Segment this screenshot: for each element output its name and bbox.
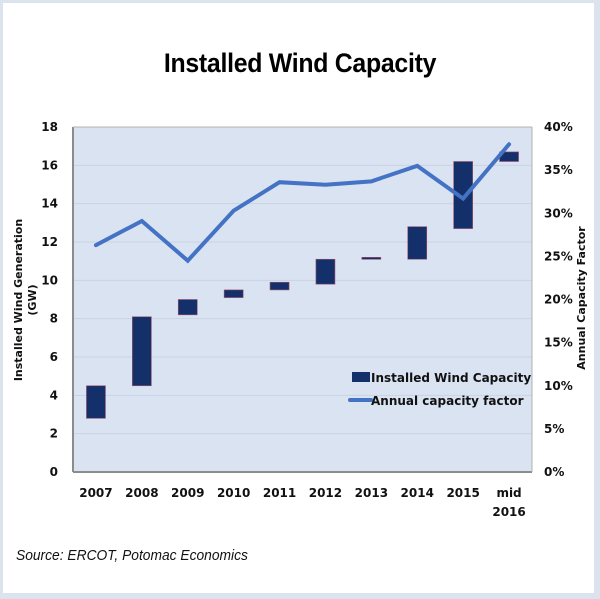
bar-2012 <box>315 258 336 285</box>
x-axis-ticks: 2007 2008 2009 2010 2011 2012 2013 2014 2015 mid 2… <box>79 486 526 519</box>
left-tick-label: 2 <box>50 427 58 441</box>
legend: Installed Wind Capacity Annual capacity … <box>348 371 531 408</box>
left-axis-title-line1: Installed Wind Generation <box>12 219 25 381</box>
right-tick-label: 15% <box>544 336 573 350</box>
left-tick-label: 8 <box>50 312 58 326</box>
x-tick-label: 2015 <box>446 486 479 500</box>
x-tick-label: mid <box>496 486 521 500</box>
right-tick-label: 5% <box>544 422 564 436</box>
legend-label-bar: Installed Wind Capacity <box>371 371 531 385</box>
left-tick-label: 4 <box>50 388 58 402</box>
right-tick-label: 30% <box>544 206 573 220</box>
right-axis-ticks: 0% 5% 10% 15% 20% 25% 30% 35% 40% <box>544 120 573 479</box>
bar-2014 <box>407 226 428 260</box>
bar-2008 <box>132 316 152 387</box>
x-tick-label: 2007 <box>79 486 112 500</box>
legend-label-line: Annual capacity factor <box>371 394 524 408</box>
right-axis-title: Annual Capacity Factor <box>575 226 588 370</box>
bar-2010 <box>223 289 244 298</box>
x-tick-label: 2013 <box>355 486 388 500</box>
left-tick-label: 18 <box>41 120 58 134</box>
line-series <box>93 142 512 264</box>
left-tick-label: 16 <box>41 158 58 172</box>
right-tick-label: 25% <box>544 249 573 263</box>
left-tick-label: 12 <box>41 235 58 249</box>
x-tick-label: 2012 <box>309 486 342 500</box>
left-tick-label: 14 <box>41 197 58 211</box>
right-tick-label: 10% <box>544 379 573 393</box>
right-tick-label: 35% <box>544 163 573 177</box>
x-tick-label: 2009 <box>171 486 204 500</box>
bar-2013 <box>361 257 382 260</box>
bar-2011 <box>269 281 290 291</box>
x-tick-label: 2016 <box>492 505 525 519</box>
bar-2015 <box>453 161 473 229</box>
right-tick-label: 0% <box>544 465 564 479</box>
bar-2007 <box>86 385 106 419</box>
left-tick-label: 10 <box>41 273 58 287</box>
right-tick-label: 40% <box>544 120 573 134</box>
capacity-factor-line <box>93 142 512 264</box>
left-axis-ticks: 0 2 4 6 8 10 12 14 16 18 <box>41 120 58 479</box>
axes <box>72 126 533 473</box>
x-tick-label: 2014 <box>401 486 434 500</box>
bar-series <box>86 151 519 419</box>
source-note: Source: ERCOT, Potomac Economics <box>16 547 248 564</box>
legend-swatch-bar <box>352 372 370 382</box>
bar-2009 <box>177 299 198 316</box>
x-tick-label: 2008 <box>125 486 158 500</box>
left-tick-label: 6 <box>50 350 58 364</box>
x-tick-label: 2011 <box>263 486 296 500</box>
left-axis-title-line2: (GW) <box>26 284 39 315</box>
x-tick-label: 2010 <box>217 486 250 500</box>
right-tick-label: 20% <box>544 293 573 307</box>
left-tick-label: 0 <box>50 465 58 479</box>
chart-title: Installed Wind Capacity <box>163 48 437 78</box>
